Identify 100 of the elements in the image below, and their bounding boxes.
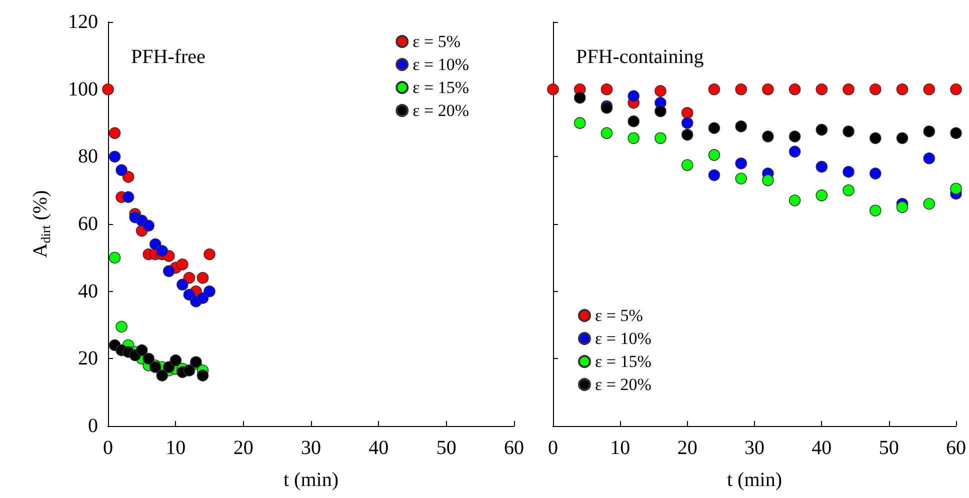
point [762, 174, 774, 186]
point [102, 83, 114, 96]
x-tick-label: 10 [610, 437, 630, 459]
point [196, 292, 209, 304]
point [896, 83, 908, 96]
point [816, 189, 828, 202]
point [735, 83, 747, 96]
point [600, 83, 613, 96]
x-tick-label: 20 [233, 437, 254, 459]
point [788, 194, 801, 206]
point [816, 124, 828, 136]
x-tick-label: 20 [677, 437, 698, 459]
y-tick-label: 0 [88, 415, 98, 437]
point [183, 272, 196, 284]
legend-label: ε = 20% [595, 375, 652, 394]
point [950, 83, 962, 96]
x-tick-label: 40 [368, 437, 389, 459]
point [142, 352, 154, 365]
point [108, 252, 121, 264]
point [870, 83, 882, 96]
x-tick-label: 30 [301, 437, 321, 459]
point [870, 132, 882, 144]
point [708, 122, 720, 134]
point [870, 168, 882, 180]
point [628, 132, 640, 144]
x-axis-title: t (min) [284, 469, 338, 491]
x-tick-label: 60 [946, 437, 966, 459]
point [163, 361, 175, 373]
x-axis-title: t (min) [727, 469, 782, 491]
y-tick-label: 20 [78, 348, 98, 370]
point [654, 132, 666, 144]
point [142, 220, 154, 232]
point [788, 130, 801, 142]
x-tick-label: 10 [166, 437, 186, 459]
x-tick-label: 40 [812, 437, 832, 459]
y-tick-label: 60 [78, 213, 98, 235]
legend-label: ε = 15% [412, 78, 470, 97]
point [708, 83, 720, 96]
point [176, 258, 188, 270]
point [762, 130, 774, 142]
legend-label: ε = 5% [412, 32, 461, 51]
y-axis-title: Adirt (%) [30, 190, 53, 258]
point [204, 248, 216, 260]
point [681, 128, 694, 141]
point [122, 170, 134, 183]
point [923, 126, 936, 138]
point [950, 182, 962, 195]
x-tick-label: 50 [878, 437, 899, 459]
point [842, 184, 854, 196]
x-tick-label: 60 [504, 437, 524, 459]
point [923, 198, 936, 210]
point [681, 159, 694, 171]
point [116, 164, 128, 176]
point [896, 132, 908, 144]
text: PFH-free [131, 46, 206, 68]
point [870, 204, 882, 216]
point [923, 83, 936, 96]
x-tick-label: 0 [103, 437, 113, 459]
y-tick-label: 120 [68, 11, 98, 33]
point [735, 158, 747, 170]
legend-label: ε = 10% [412, 55, 470, 74]
point [681, 107, 694, 119]
point [204, 285, 216, 298]
point [196, 370, 209, 382]
point [816, 160, 828, 173]
x-tick-label: 0 [548, 437, 558, 459]
legend-label: ε = 20% [412, 101, 470, 120]
point [708, 169, 720, 182]
point [170, 354, 182, 366]
point [116, 320, 128, 333]
point [600, 127, 613, 139]
point [950, 127, 962, 139]
point [156, 370, 168, 382]
point [108, 150, 121, 163]
y-tick-label: 100 [68, 78, 98, 100]
legend-label: ε = 10% [595, 329, 652, 348]
point [762, 83, 774, 96]
point [842, 126, 854, 138]
point [176, 278, 188, 290]
point [183, 288, 196, 301]
point [708, 149, 720, 161]
point [547, 83, 559, 96]
point [735, 172, 747, 184]
legend-label: ε = 15% [595, 352, 652, 371]
point [896, 201, 908, 214]
point [149, 238, 162, 250]
point [156, 245, 168, 257]
point [681, 117, 694, 129]
legend-label: ε = 5% [595, 306, 643, 325]
x-tick-label: 30 [744, 437, 764, 459]
point [196, 272, 209, 284]
y-tick-label: 80 [78, 146, 98, 168]
point [735, 120, 747, 132]
point [574, 117, 586, 129]
point [842, 83, 854, 96]
point [136, 344, 148, 356]
point [816, 83, 828, 96]
point [628, 115, 640, 128]
point [122, 191, 134, 203]
text: PFH-containing [576, 46, 704, 68]
